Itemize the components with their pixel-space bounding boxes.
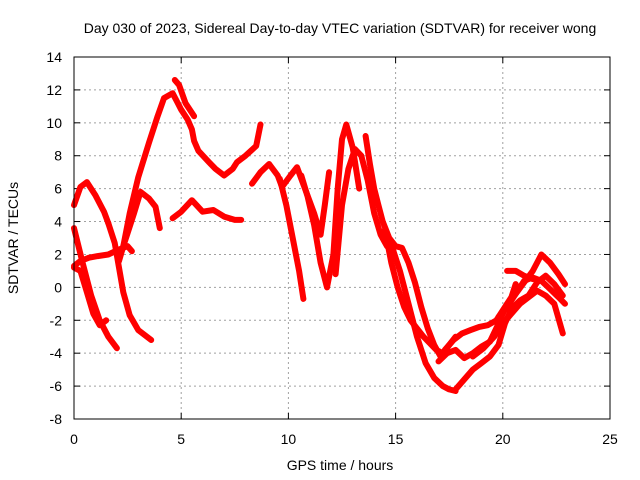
y-tick-label: 12: [46, 82, 62, 98]
grid: [73, 56, 611, 420]
axis-ticks: 0 5 10 15 20 25 -8 -6 -4 -2 0 2 4 6 8 10 12 14: [46, 49, 618, 447]
series-sat-n: [362, 133, 444, 360]
x-axis-label: GPS time / hours: [287, 457, 394, 473]
x-tick-label: 10: [281, 431, 297, 447]
series-sat-t: [469, 287, 566, 360]
series-sat-g: [120, 188, 163, 250]
series-sat-k: [276, 175, 307, 302]
series-sat-h: [171, 77, 198, 120]
series-sat-l: [298, 121, 363, 291]
series-sat-f: [116, 90, 264, 264]
y-tick-label: 6: [54, 181, 62, 197]
y-tick-label: 2: [54, 246, 62, 262]
y-tick-label: -8: [50, 411, 63, 427]
series-sat-b: [71, 264, 110, 329]
x-tick-label: 0: [70, 431, 78, 447]
y-axis-label: SDTVAR / TECUs: [5, 182, 21, 294]
x-tick-label: 15: [388, 431, 404, 447]
series-sat-a: [71, 225, 120, 352]
series-sat-p: [388, 241, 459, 394]
series-sat-e: [105, 220, 155, 343]
series-sat-m: [332, 146, 397, 278]
y-tick-label: 0: [54, 279, 62, 295]
chart-title: Day 030 of 2023, Sidereal Day-to-day VTE…: [84, 20, 597, 36]
series-group: [71, 77, 568, 394]
y-tick-label: -2: [50, 312, 63, 328]
series-sat-v: [504, 267, 536, 283]
series-sat-d: [71, 179, 112, 227]
series-sat-i: [169, 197, 245, 223]
y-tick-label: -4: [50, 345, 63, 361]
series-sat-j: [249, 161, 333, 238]
x-tick-label: 25: [602, 431, 618, 447]
y-tick-label: 14: [46, 49, 62, 65]
y-tick-label: 4: [54, 214, 62, 230]
y-tick-label: 10: [46, 115, 62, 131]
plot-frame: [73, 56, 611, 420]
x-tick-label: 20: [495, 431, 511, 447]
y-tick-label: -6: [50, 378, 63, 394]
y-tick-label: 8: [54, 148, 62, 164]
x-tick-label: 5: [177, 431, 185, 447]
